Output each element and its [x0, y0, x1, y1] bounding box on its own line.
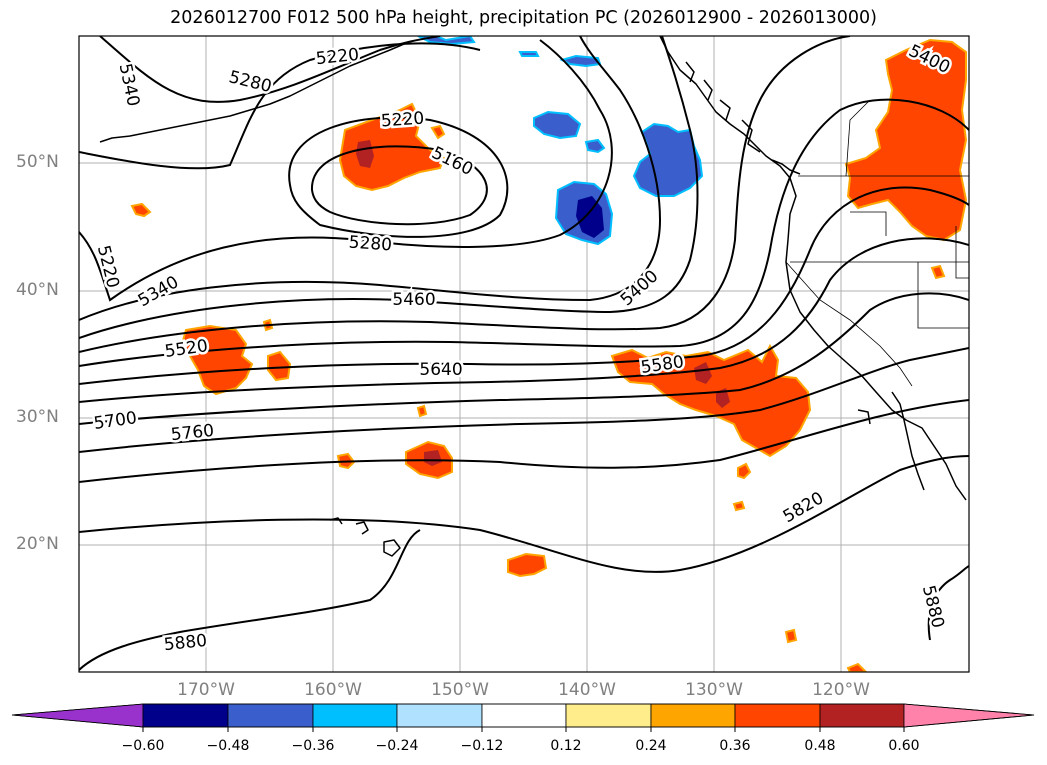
- precip-area: [430, 124, 446, 140]
- colorbar-ticks: [142, 727, 905, 732]
- colorbar-segment-1: [142, 703, 229, 728]
- precip-area: [533, 110, 582, 140]
- colorbar-tick-label: −0.48: [206, 738, 250, 754]
- precip-area: [930, 264, 946, 280]
- precip-area: [694, 362, 712, 384]
- colorbar-tick-label: 0.36: [719, 738, 751, 754]
- precip-area: [732, 500, 746, 512]
- colorbar-tick-label: −0.24: [375, 738, 419, 754]
- lat-label-50n: 50°N: [16, 152, 59, 172]
- precip-area: [518, 51, 540, 57]
- lat-label-20n: 20°N: [16, 534, 59, 554]
- precip-area: [584, 138, 606, 154]
- lat-label-30n: 30°N: [16, 407, 59, 427]
- colorbar-tick-label: −0.12: [460, 738, 504, 754]
- colorbar-tick-label: 0.48: [804, 738, 836, 754]
- colorbar-segment-5: [481, 703, 567, 728]
- colorbar-segment-8: [734, 703, 821, 728]
- height-contours: [79, 36, 969, 671]
- lon-label-170w: 170°W: [177, 680, 235, 700]
- map-frame: [78, 35, 970, 673]
- contour-label: 5640: [419, 360, 462, 380]
- precip-area: [716, 388, 730, 408]
- colorbar-tick-label: 0.24: [635, 738, 667, 754]
- contour-label: 5280: [348, 233, 393, 256]
- precip-area: [632, 122, 704, 197]
- colorbar-segment-4: [396, 703, 483, 728]
- precip-area: [737, 462, 752, 480]
- lon-label-160w: 160°W: [304, 680, 362, 700]
- lon-label-150w: 150°W: [431, 680, 489, 700]
- colorbar-tick-label: −0.36: [291, 738, 335, 754]
- colorbar-segment-0: [11, 703, 144, 728]
- lon-label-140w: 140°W: [558, 680, 616, 700]
- colorbar: [11, 703, 1035, 728]
- colorbar-segment-3: [312, 703, 398, 728]
- precip-strong-negative: [576, 196, 604, 238]
- contour-label: 5460: [392, 290, 435, 310]
- colorbar-segment-6: [565, 703, 652, 728]
- colorbar-segment-2: [227, 703, 314, 728]
- borders: [785, 99, 969, 387]
- precip-area: [267, 350, 292, 382]
- precip-area: [784, 628, 798, 644]
- lat-label-40n: 40°N: [16, 280, 59, 300]
- lon-label-130w: 130°W: [685, 680, 743, 700]
- coastlines: [99, 36, 967, 557]
- precip-area: [180, 324, 254, 396]
- precip-area: [424, 450, 442, 466]
- colorbar-tick-label: −0.60: [121, 738, 165, 754]
- precip-area: [576, 196, 604, 238]
- gridlines: [79, 36, 969, 672]
- contour-label: 5220: [380, 109, 425, 132]
- colorbar-segment-10: [903, 703, 1035, 728]
- colorbar-segment-9: [819, 703, 905, 728]
- precip-area: [416, 404, 428, 418]
- lon-label-120w: 120°W: [812, 680, 870, 700]
- colorbar-segment-7: [650, 703, 736, 728]
- precip-area: [507, 552, 548, 578]
- map-title: 2026012700 F012 500 hPa height, precipit…: [170, 8, 877, 28]
- precip-area: [846, 662, 868, 672]
- colorbar-tick-label: 0.60: [888, 738, 920, 754]
- precip-area: [130, 202, 152, 218]
- precip-area: [844, 38, 968, 242]
- colorbar-tick-label: 0.12: [550, 738, 582, 754]
